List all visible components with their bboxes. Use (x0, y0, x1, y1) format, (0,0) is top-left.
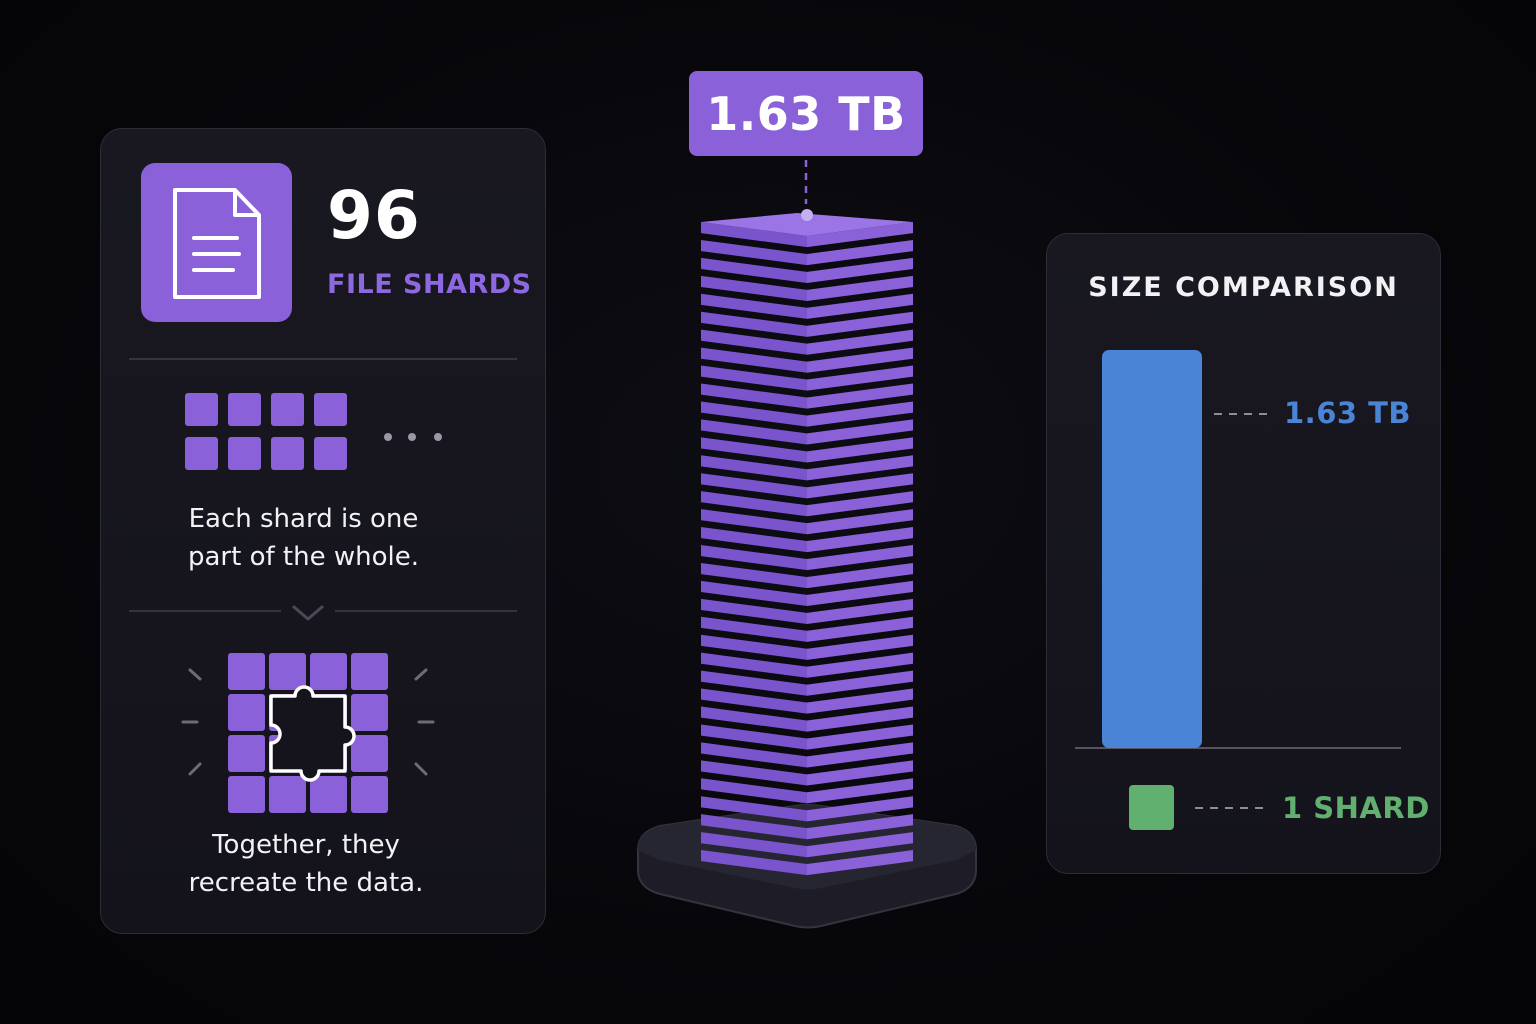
shard-slab (701, 491, 913, 517)
shard-slab (701, 832, 913, 858)
shard-slab (701, 329, 913, 355)
shard-slab (701, 796, 913, 822)
chevron-down-icon (292, 605, 324, 621)
shard-slab (701, 347, 913, 373)
shard-square (271, 437, 304, 470)
shard-slab (701, 473, 913, 499)
single-shard-marker (1129, 785, 1174, 830)
shard-slab-stack (701, 209, 913, 876)
shard-square (314, 393, 347, 426)
shard-slab (701, 670, 913, 696)
shard-slab (701, 239, 913, 266)
shard-slab (701, 419, 913, 445)
shard-count-label: FILE SHARDS (327, 269, 532, 300)
shard-slab (701, 760, 913, 786)
shard-slab (701, 437, 913, 463)
shard-slab (701, 311, 913, 337)
burst-lines (181, 668, 435, 776)
shard-slab (701, 455, 913, 481)
shard-slab (701, 652, 913, 678)
shards-info-card: 96 FILE SHARDS Each shard is one part of… (100, 128, 546, 934)
shard-slab (701, 706, 913, 732)
divider-left (129, 610, 281, 612)
shard-square (271, 393, 304, 426)
shard-slab (701, 850, 913, 876)
shard-slab (701, 509, 913, 535)
total-size-bar (1102, 350, 1202, 748)
comparison-chart (1075, 350, 1401, 830)
document-tile (141, 163, 292, 322)
shard-slab (701, 293, 913, 319)
shard-slab (701, 814, 913, 840)
shard-slab (701, 365, 913, 391)
shard-square (185, 437, 218, 470)
shard-slab (701, 580, 913, 607)
shard-square (314, 437, 347, 470)
puzzle-assembly (177, 651, 447, 825)
shard-slab (701, 545, 913, 571)
shard-slab (701, 527, 913, 553)
shard-square (185, 393, 218, 426)
shard-slab (701, 562, 913, 589)
shard-slab (701, 213, 913, 248)
shard-slab (701, 778, 913, 804)
shard-stack-tower (637, 209, 977, 929)
divider-top (129, 358, 517, 360)
shard-slab (701, 257, 913, 284)
tower-apex-dot (801, 209, 813, 221)
shard-slab (701, 275, 913, 301)
shard-square (228, 393, 261, 426)
shard-slab (701, 742, 913, 768)
document-icon (173, 188, 261, 299)
size-comparison-card: SIZE COMPARISON 1.63 TB 1 SHARD (1046, 233, 1441, 874)
puzzle-piece-icon (269, 685, 356, 782)
shard-slab (701, 616, 913, 642)
single-shard-label: 1 SHARD (1282, 791, 1430, 825)
total-size-label: 1.63 TB (1284, 396, 1412, 430)
divider-right (335, 610, 517, 612)
shard-slab (701, 724, 913, 750)
caption-part-of-whole: Each shard is one part of the whole. (188, 504, 419, 572)
shard-slab (701, 688, 913, 714)
shard-slab (701, 383, 913, 409)
total-size-callout: 1.63 TB (689, 71, 923, 156)
comparison-title: SIZE COMPARISON (1088, 272, 1399, 303)
shard-slab (701, 634, 913, 660)
caption-recreate-data: Together, they recreate the data. (188, 830, 424, 898)
shard-slab (701, 598, 913, 624)
shard-slab (701, 401, 913, 427)
shard-square (228, 437, 261, 470)
shard-count: 96 (327, 177, 421, 254)
